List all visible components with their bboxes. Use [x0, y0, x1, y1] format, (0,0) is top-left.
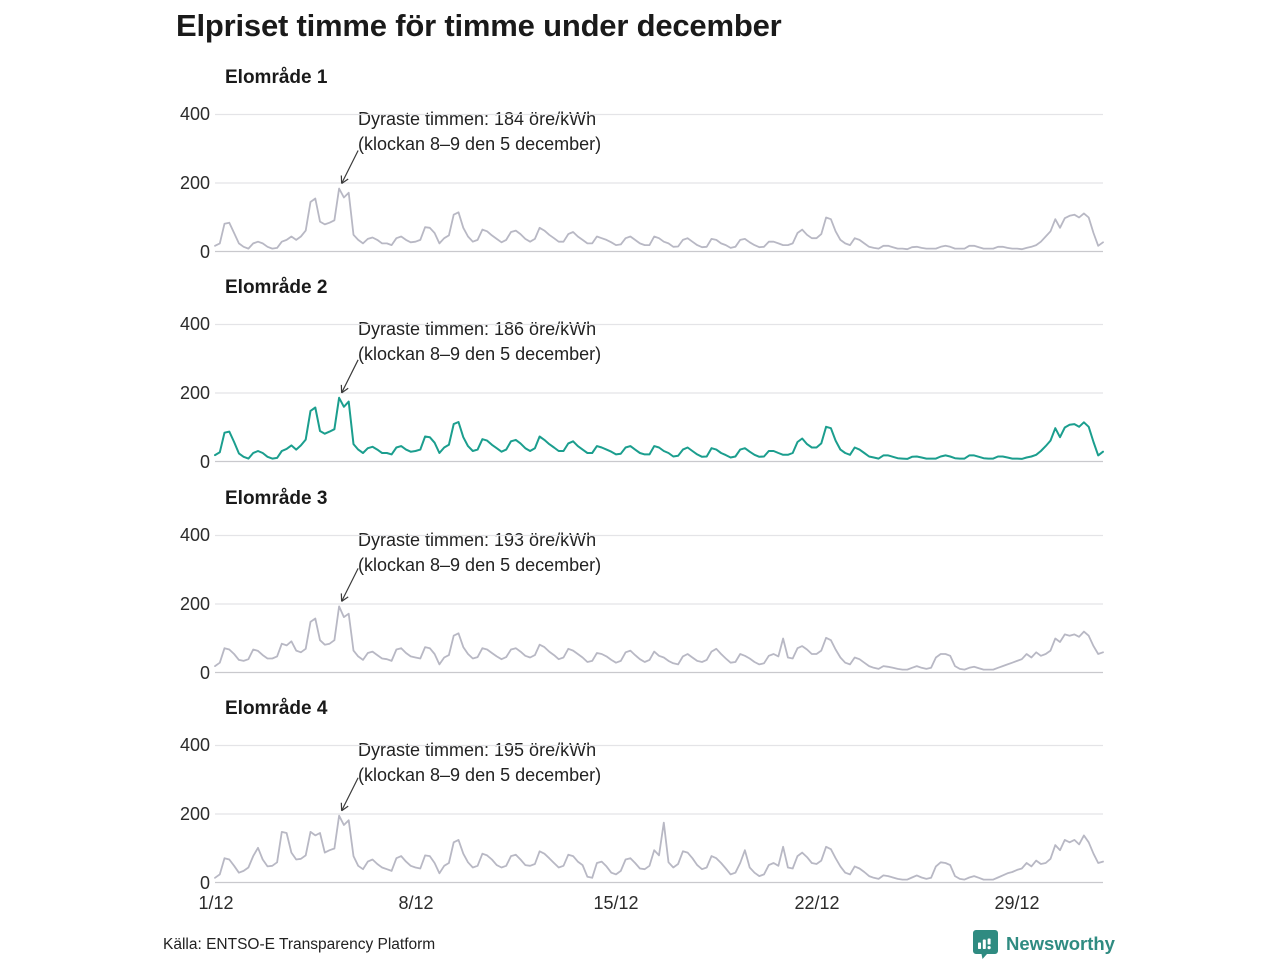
panel-title: Elområde 1 [225, 67, 328, 88]
peak-annotation-line-2: (klockan 8–9 den 5 december) [358, 133, 602, 154]
y-axis-label: 400 [179, 104, 210, 124]
peak-annotation: Dyraste timmen: 186 öre/kWh (klockan 8–9… [358, 317, 601, 366]
page-title: Elpriset timme för timme under december [176, 8, 782, 43]
y-axis-label: 0 [199, 452, 210, 472]
price-line-chart [214, 744, 1104, 884]
price-line-chart [214, 113, 1104, 253]
peak-annotation: Dyraste timmen: 193 öre/kWh (klockan 8–9… [358, 528, 601, 577]
price-line-chart [214, 323, 1104, 463]
peak-annotation-line-1: Dyraste timmen: 186 öre/kWh [358, 319, 597, 339]
x-axis-label: 29/12 [994, 893, 1040, 913]
y-axis-label: 400 [179, 314, 210, 334]
newsworthy-wordmark: Newsworthy [1006, 933, 1115, 954]
y-axis-label: 0 [199, 242, 210, 262]
y-axis-label: 400 [179, 525, 210, 545]
y-axis-label: 200 [179, 804, 210, 824]
source-note: Källa: ENTSO-E Transparency Platform [163, 936, 436, 953]
x-axis-label: 8/12 [398, 893, 434, 913]
peak-annotation-line-2: (klockan 8–9 den 5 december) [358, 343, 602, 364]
peak-annotation: Dyraste timmen: 195 öre/kWh (klockan 8–9… [358, 738, 601, 787]
peak-annotation-line-1: Dyraste timmen: 193 öre/kWh [358, 530, 597, 550]
panel-title: Elområde 3 [225, 488, 328, 509]
peak-annotation-line-1: Dyraste timmen: 195 öre/kWh [358, 740, 597, 760]
price-line-chart [214, 534, 1104, 674]
panel-title: Elområde 4 [225, 698, 328, 719]
y-axis-label: 200 [179, 594, 210, 614]
y-axis-label: 400 [179, 735, 210, 755]
newsworthy-logo: Newsworthy [972, 929, 1115, 959]
panel-title: Elområde 2 [225, 277, 328, 298]
x-axis-label: 15/12 [593, 893, 639, 913]
peak-annotation-line-1: Dyraste timmen: 184 öre/kWh [358, 109, 597, 129]
x-axis-label: 22/12 [794, 893, 840, 913]
y-axis-label: 0 [199, 663, 210, 683]
peak-annotation-line-2: (klockan 8–9 den 5 december) [358, 554, 602, 575]
x-axis-label: 1/12 [198, 893, 234, 913]
peak-annotation: Dyraste timmen: 184 öre/kWh (klockan 8–9… [358, 107, 601, 156]
peak-annotation-line-2: (klockan 8–9 den 5 december) [358, 764, 602, 785]
newsworthy-logo-icon [973, 930, 998, 959]
y-axis-label: 200 [179, 173, 210, 193]
y-axis-label: 200 [179, 383, 210, 403]
y-axis-label: 0 [199, 873, 210, 893]
